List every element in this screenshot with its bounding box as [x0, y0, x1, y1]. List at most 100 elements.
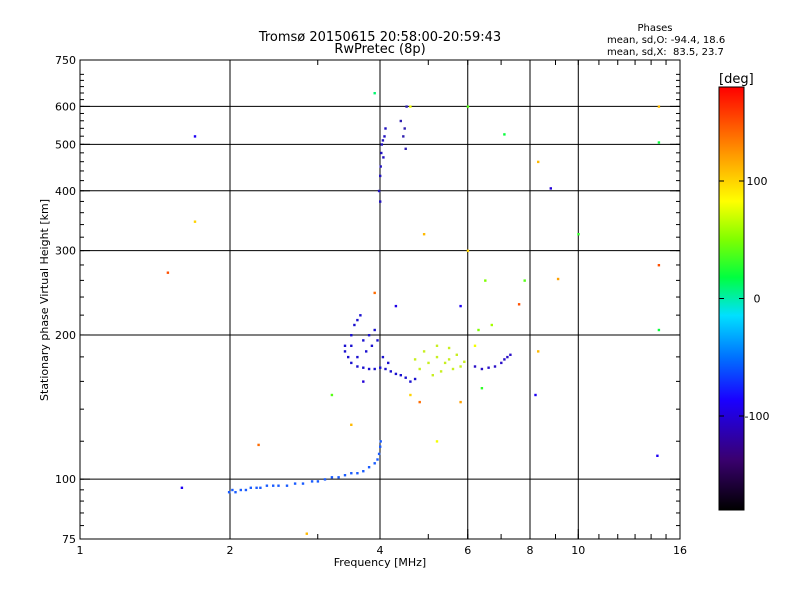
f-cloud-point: [367, 367, 371, 371]
y-tick-label: 750: [55, 54, 76, 67]
stats-line-x: mean, sd,X: 83.5, 23.7: [607, 47, 724, 58]
x-cloud-point: [418, 367, 421, 371]
scatter-point: [466, 249, 470, 252]
x-trace-point: [503, 358, 506, 361]
scatter-point: [409, 105, 412, 108]
scatter-point: [657, 264, 661, 267]
scatter-point: [459, 400, 462, 404]
x-trace-point: [480, 367, 484, 371]
o-trace-point: [350, 472, 353, 475]
f-cloud-point: [343, 350, 347, 353]
plot-frame: [79, 59, 681, 540]
o-trace-point: [337, 476, 340, 479]
scatter-point: [537, 160, 540, 164]
spread-f-o-point: [382, 156, 385, 159]
f-cloud-point: [379, 366, 382, 369]
x-trace-point: [509, 353, 512, 356]
spread-f-o-point: [380, 151, 383, 155]
x-cloud-point: [459, 365, 462, 368]
scatter-point: [534, 393, 537, 397]
scatter-point: [656, 454, 659, 457]
scatter-point: [180, 486, 184, 489]
f-cloud-point: [350, 344, 353, 347]
o-trace-point: [265, 484, 269, 487]
y-tick-label: 200: [55, 329, 76, 342]
f-cloud-point: [409, 380, 412, 383]
scatter-point: [193, 135, 197, 138]
x-cloud-point: [447, 346, 451, 350]
spread-f-o-point: [381, 139, 385, 142]
scatter-point: [477, 328, 480, 332]
f-cloud-point: [394, 372, 398, 376]
scatter-point: [409, 393, 412, 397]
o-trace-point: [376, 458, 379, 461]
scatter-point: [373, 92, 376, 95]
f-cloud-point: [362, 339, 365, 342]
y-tick-label: 100: [55, 473, 76, 486]
o-trace-point: [239, 488, 242, 492]
spread-f-o-point: [384, 127, 387, 130]
colorbar-tick-label: 100: [747, 175, 768, 188]
o-trace-point: [231, 488, 234, 492]
f-cloud-point: [381, 355, 385, 359]
chart-subtitle: RwPretec (8p): [334, 42, 425, 57]
f-cloud-point: [347, 355, 350, 359]
o-trace-point: [343, 474, 347, 477]
spread-f-o-point: [377, 189, 381, 193]
scatter-point: [556, 277, 560, 281]
scatter-point: [193, 220, 197, 223]
o-trace-point: [259, 486, 262, 489]
scatter-point: [305, 532, 308, 535]
stats-heading: Phases: [637, 23, 672, 34]
o-trace-point: [272, 484, 275, 487]
f-cloud-point: [413, 377, 417, 381]
scatter-point: [577, 233, 580, 236]
f-cloud-point: [359, 314, 362, 317]
f-cloud-point: [384, 367, 387, 371]
o-trace-point: [227, 491, 231, 494]
f-cloud-point: [356, 365, 359, 368]
x-trace-point: [473, 365, 477, 368]
scatter-point: [537, 350, 540, 353]
spread-f-o-point: [383, 135, 386, 138]
spread-f-x-point: [402, 135, 405, 138]
scatter-point: [466, 105, 470, 108]
x-cloud-point: [443, 361, 447, 365]
data-points: [166, 92, 661, 535]
scatter-point: [484, 279, 487, 282]
spread-f-o-point: [380, 143, 383, 146]
x-tick-label: 8: [527, 544, 534, 557]
o-trace-point: [255, 486, 258, 489]
y-axis-label: Stationary phase Virtual Height [km]: [38, 199, 51, 401]
f-cloud-point: [356, 355, 359, 359]
scatter-point: [517, 303, 521, 306]
scatter-point: [523, 279, 526, 282]
x-cloud-point: [431, 374, 434, 377]
y-tick-label: 500: [55, 138, 76, 151]
scatter-point: [459, 304, 462, 308]
spread-f-x-point: [404, 147, 407, 150]
o-trace-point: [293, 482, 297, 485]
scatter-point: [503, 133, 506, 136]
x-trace-point: [487, 366, 490, 369]
scatter-point: [394, 304, 398, 308]
tick-marks: [79, 59, 681, 540]
x-cloud-point: [413, 358, 417, 361]
o-trace-point: [244, 488, 248, 492]
colorbar-label: [deg]: [719, 72, 754, 87]
o-trace-point: [277, 484, 280, 487]
scatter-point: [435, 440, 439, 443]
f-cloud-point: [356, 318, 359, 322]
f-cloud-point: [365, 350, 368, 353]
y-tick-label: 400: [55, 185, 76, 198]
y-tick-label: 300: [55, 245, 76, 258]
x-tick-label: 4: [377, 544, 384, 557]
x-cloud-point: [427, 361, 430, 365]
o-trace-point: [323, 478, 327, 481]
x-trace-point: [493, 365, 497, 368]
o-trace-point: [330, 476, 334, 479]
o-trace-point: [301, 482, 305, 485]
scatter-point: [473, 344, 477, 347]
o-trace-point: [373, 462, 376, 465]
